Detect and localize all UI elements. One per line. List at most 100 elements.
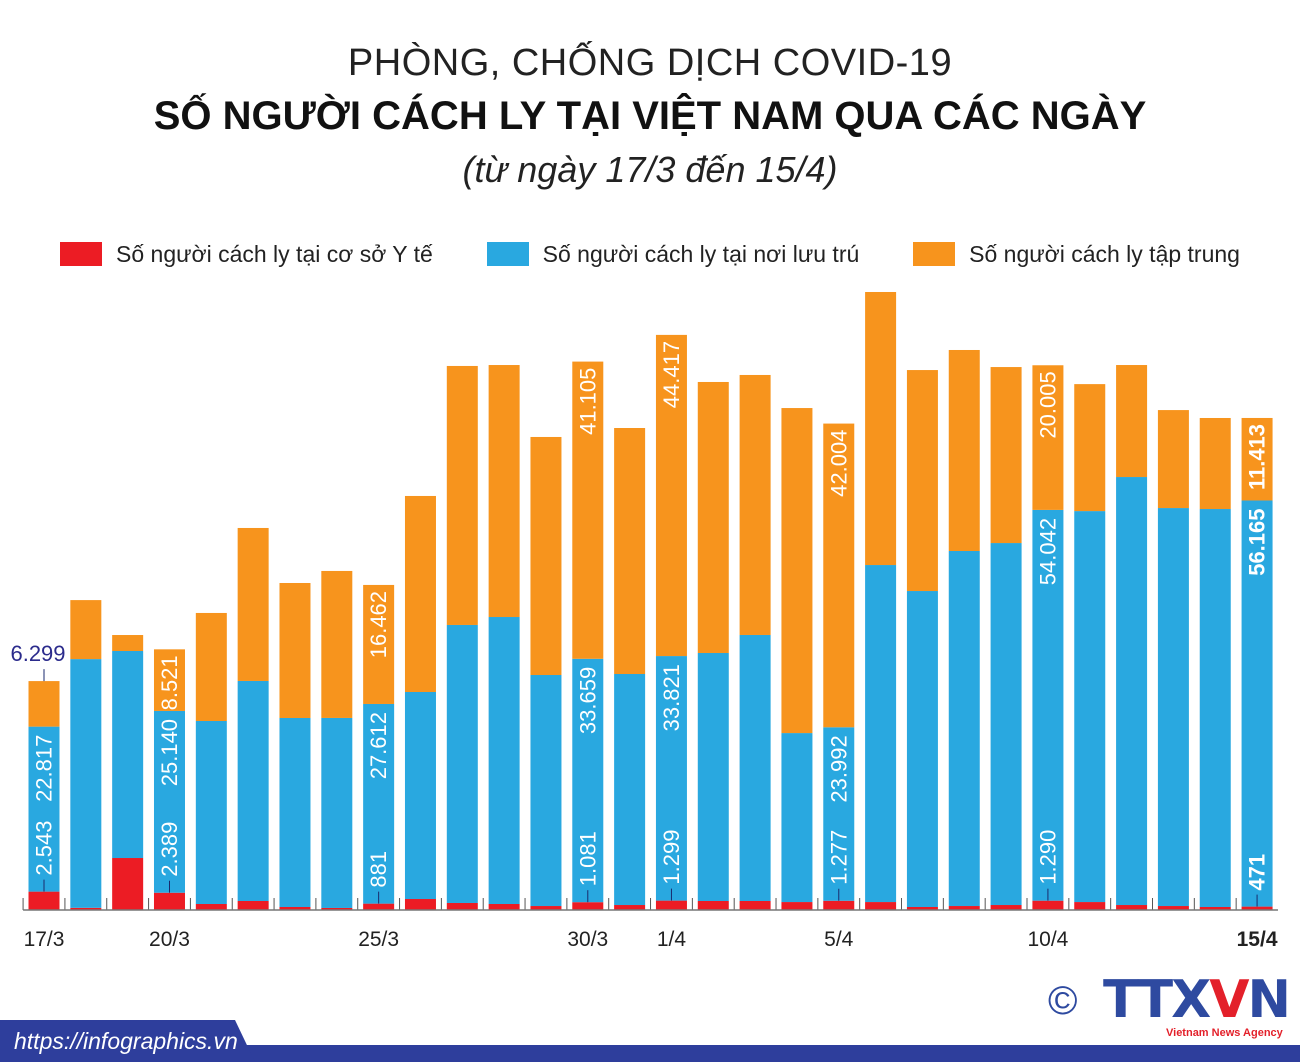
bar-segment-medical (363, 903, 395, 910)
bar-segment-centralized (781, 408, 813, 734)
bar-segment-home (1116, 477, 1148, 906)
ttxvn-logo: © TTXVN Vietnam News Agency (1048, 970, 1293, 1041)
bar-segment-centralized (279, 582, 311, 718)
bar-segment-medical (195, 903, 227, 910)
bar-segment-home (1074, 511, 1106, 903)
data-label-home: 23.992 (826, 735, 851, 802)
data-label-centralized: 42.004 (826, 430, 851, 497)
bar-segment-medical (1116, 905, 1148, 910)
legend-item-centralized: Số người cách ly tập trung (913, 241, 1240, 268)
bar-segment-medical (823, 900, 855, 910)
bar-segment-centralized (614, 428, 646, 674)
data-label-medical: 1.290 (1035, 830, 1060, 885)
bar-segment-medical (279, 906, 311, 910)
x-tick-label: 15/4 (1237, 928, 1278, 951)
bar-segment-centralized (28, 681, 60, 727)
bar-segment-home (739, 634, 771, 901)
chart-title: SỐ NGƯỜI CÁCH LY TẠI VIỆT NAM QUA CÁC NG… (153, 94, 1147, 138)
bar-segment-medical (1074, 902, 1106, 910)
bar-segment-centralized (697, 381, 729, 653)
bar-segment-home (28, 726, 60, 892)
bar-segment-medical (28, 891, 60, 910)
bar-segment-home (70, 659, 102, 908)
bar-segment-centralized (404, 495, 436, 692)
bar-segment-home (655, 656, 687, 901)
bar-segment-centralized (153, 649, 185, 711)
legend: Số người cách ly tại cơ sở Y tế Số người… (60, 238, 1240, 270)
data-label-centralized: 20.005 (1035, 371, 1060, 438)
bar-segment-centralized (823, 423, 855, 728)
bar-segment-centralized (990, 367, 1022, 544)
bar-segment-centralized (195, 612, 227, 721)
bar-segment-centralized (1241, 417, 1273, 501)
data-label-home: 22.817 (32, 735, 57, 802)
bar-segment-medical (112, 858, 144, 910)
legend-label: Số người cách ly tập trung (969, 240, 1240, 267)
bar-segment-home (614, 673, 646, 906)
bar-segment-medical (990, 905, 1022, 910)
bar-segment-medical (1199, 906, 1231, 910)
data-label-centralized: 44.417 (659, 341, 684, 408)
bar-segment-centralized (906, 370, 938, 592)
bar-segment-centralized (655, 334, 687, 657)
x-tick-label: 10/4 (1027, 928, 1068, 951)
bar-segment-home (865, 565, 897, 903)
bar-segment-centralized (1199, 417, 1231, 510)
bar-segment-medical (321, 907, 353, 910)
bar-segment-medical (697, 900, 729, 910)
legend-swatch-orange (913, 242, 956, 266)
bar-segment-medical (446, 902, 478, 910)
bar-segment-centralized (70, 600, 102, 660)
bar-segment-centralized (1116, 365, 1148, 478)
x-tick-label: 25/3 (358, 928, 399, 951)
footer-url[interactable]: https://infographics.vn (0, 1020, 255, 1062)
data-label-medical: 2.389 (157, 822, 182, 877)
bar-segment-centralized (739, 374, 771, 635)
bar-segment-home (906, 591, 938, 907)
bar-segment-medical (655, 900, 687, 910)
bar-segment-centralized (865, 291, 897, 566)
bar-segment-medical (572, 902, 604, 910)
data-label-home: 27.612 (366, 712, 391, 779)
bar-segment-centralized (530, 436, 562, 676)
footer-bar (0, 1045, 1300, 1062)
data-label-medical: 1.081 (575, 831, 600, 886)
bar-segment-centralized (1157, 410, 1189, 509)
data-label-centralized: 16.462 (366, 591, 391, 658)
bar-segment-centralized (948, 349, 980, 551)
bar-segment-medical (1032, 900, 1064, 910)
bar-segment-home (279, 717, 311, 907)
bar-segment-home (697, 652, 729, 901)
bar-segment-home (823, 727, 855, 901)
bar-segment-home (404, 691, 436, 900)
bar-segment-medical (153, 892, 185, 910)
title-line1: PHÒNG, CHỐNG DỊCH COVID-19 (347, 42, 953, 84)
bar-segment-medical (906, 906, 938, 910)
bar-segment-medical (781, 902, 813, 910)
data-label-home: 33.821 (659, 664, 684, 731)
bar-segment-medical (237, 900, 269, 910)
x-tick-label: 5/4 (824, 928, 854, 951)
data-label-centralized: 8.521 (157, 655, 182, 710)
legend-swatch-red (60, 242, 102, 266)
bar-segment-medical (530, 906, 562, 910)
bar-segment-home (781, 733, 813, 903)
bar-segment-medical (70, 907, 102, 910)
bar-segment-home (112, 650, 144, 859)
data-label-medical: 2.543 (32, 821, 57, 876)
logo-text: TTXVN (1103, 970, 1291, 1030)
stacked-bar-chart: 17/3 20/3 25/3 30/3 1/4 5/4 10/4 15/4 2.543 22.81… (10, 291, 1278, 951)
bar-segment-home (990, 543, 1022, 906)
bar-segment-home (1157, 508, 1189, 907)
bar-segment-home (153, 710, 185, 893)
chart-subtitle: (từ ngày 17/3 đến 15/4) (462, 149, 838, 190)
bar-segment-medical (614, 905, 646, 910)
data-label-medical: 1.299 (659, 830, 684, 885)
bar-segment-home (446, 624, 478, 903)
bar-segment-home (1241, 500, 1273, 907)
bar-segment-centralized (446, 365, 478, 625)
legend-item-medical: Số người cách ly tại cơ sở Y tế (60, 241, 433, 268)
data-label-medical: 471 (1245, 854, 1270, 891)
bar-segment-medical (1157, 906, 1189, 910)
